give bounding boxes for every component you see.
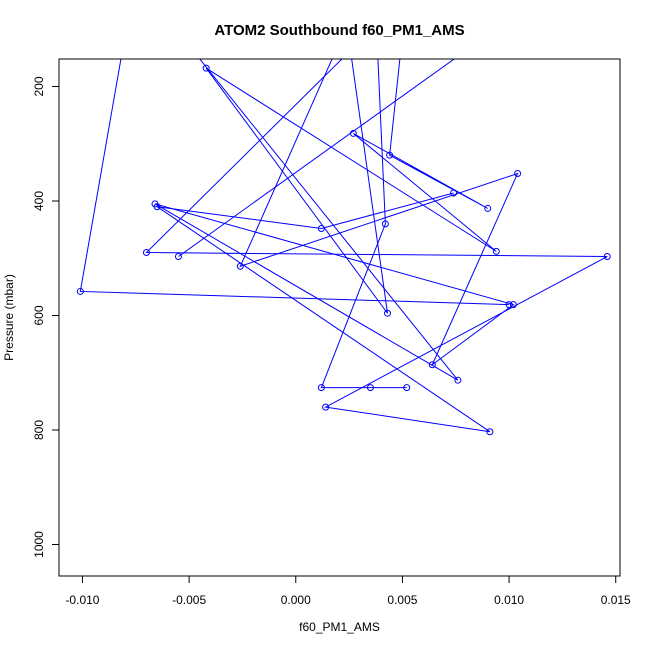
data-point [484,204,492,212]
plot-series-group [76,59,611,436]
data-point [492,247,500,255]
series-line-segment [320,59,407,389]
y-tick-label: 400 [32,191,46,211]
series-line-segment [154,59,519,381]
data-point [603,253,611,261]
data-point [514,170,522,178]
data-point [366,384,374,392]
data-point [317,384,325,392]
data-point [403,384,411,392]
y-tick-label: 1000 [32,531,46,558]
x-tick-label: 0.010 [494,593,524,607]
data-point [381,220,389,228]
series-line-segment [145,59,608,433]
x-axis-label: f60_PM1_AMS [299,620,380,634]
data-point [486,428,494,436]
data-point [142,249,150,257]
y-tick-label: 800 [32,420,46,440]
x-tick-label: 0.000 [281,593,311,607]
x-axis: -0.010 -0.005 0.000 0.005 0.010 0.015 [65,575,631,607]
series-line-segment [205,59,497,314]
data-point [450,189,458,197]
series-line-segment [79,59,510,306]
chart-title: ATOM2 Southbound f60_PM1_AMS [214,22,464,39]
y-axis-label: Pressure (mbar) [2,274,16,361]
data-point [174,253,182,261]
data-point [317,224,325,232]
y-axis: 200 400 600 800 1000 [32,76,60,558]
data-point [322,403,330,411]
series-line-segment [178,59,456,257]
data-point [383,309,391,317]
x-tick-label: 0.015 [601,593,631,607]
y-tick-label: 200 [32,76,46,96]
y-tick-label: 600 [32,305,46,325]
x-tick-label: 0.005 [387,593,417,607]
data-point [202,64,210,72]
data-point [76,287,84,295]
x-tick-label: -0.010 [65,593,99,607]
data-point [428,361,436,369]
data-point [454,376,462,384]
data-point [386,151,394,159]
x-tick-label: -0.005 [172,593,206,607]
data-point [153,203,161,211]
